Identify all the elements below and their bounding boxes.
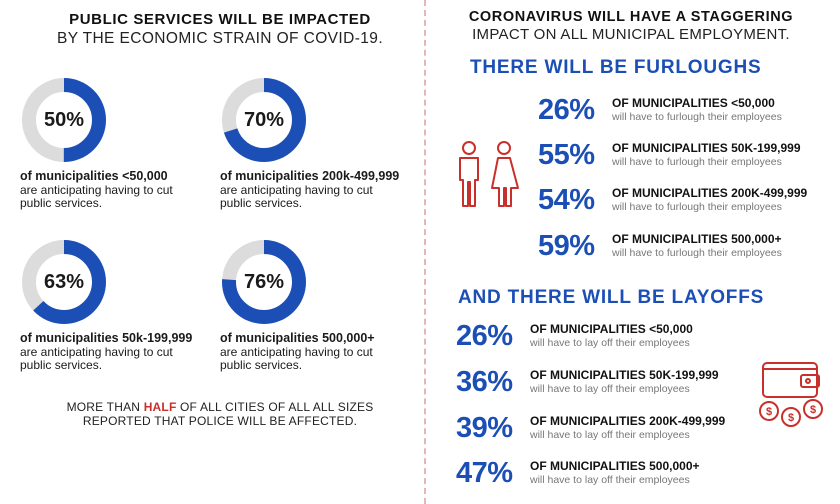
police-note-half: HALF [143, 400, 177, 414]
stat-block-200k-499k: 70% of municipalities 200k-499,999 are a… [220, 76, 420, 211]
layoff-percent: 47% [456, 457, 513, 489]
stat-caption-line2: are anticipating having to cut [220, 344, 373, 359]
layoff-subtext: will have to lay off their employees [530, 429, 690, 441]
layoff-subtext: will have to lay off their employees [530, 383, 690, 395]
furlough-subtext: will have to furlough their employees [612, 247, 782, 259]
furlough-percent: 59% [538, 230, 595, 262]
furlough-subtext: will have to furlough their employees [612, 111, 782, 123]
layoffs-heading: AND THERE WILL BE LAYOFFS [458, 287, 765, 308]
furlough-percent: 55% [538, 139, 595, 171]
stat-caption-line3: public services. [220, 196, 303, 210]
employment-title: CORONAVIRUS WILL HAVE A STAGGERING IMPAC… [436, 8, 826, 44]
stat-caption-line2: are anticipating having to cut [20, 344, 173, 359]
stat-caption-line3: public services. [20, 358, 103, 372]
employment-title-line1: CORONAVIRUS WILL HAVE A STAGGERING [468, 9, 794, 25]
donut-chart: 70% [220, 76, 308, 164]
layoff-label: OF MUNICIPALITIES 200K-499,999 [530, 414, 726, 428]
layoff-label: OF MUNICIPALITIES 50K-199,999 [530, 368, 719, 382]
stat-caption-line3: public services. [220, 358, 303, 372]
donut-percent: 76% [243, 271, 285, 293]
stat-caption: of municipalities <50,000 are anticipati… [20, 169, 220, 211]
donut-percent: 70% [243, 109, 285, 131]
furloughs-heading: THERE WILL BE FURLOUGHS [470, 57, 762, 78]
svg-text:$: $ [766, 406, 772, 418]
stat-caption-line2: are anticipating having to cut [220, 182, 373, 197]
donut-arc [22, 78, 106, 162]
donut-arc [222, 240, 306, 324]
layoff-subtext: will have to lay off their employees [530, 474, 690, 486]
stat-caption-bold: of municipalities 50k-199,999 [20, 331, 193, 345]
stat-caption: of municipalities 500,000+ are anticipat… [220, 331, 420, 373]
public-services-title: PUBLIC SERVICES WILL BE IMPACTED BY THE … [20, 10, 420, 48]
furlough-percent: 26% [538, 94, 595, 126]
layoff-label: OF MUNICIPALITIES 500,000+ [530, 459, 700, 473]
layoff-percent: 39% [456, 412, 513, 444]
layoff-percent: 26% [456, 320, 513, 352]
stat-block-under-50k: 50% of municipalities <50,000 are antici… [20, 76, 220, 211]
people-icon [459, 141, 519, 207]
furlough-label: OF MUNICIPALITIES 500,000+ [612, 232, 782, 246]
police-note-pre: MORE THAN [66, 400, 144, 414]
stat-caption: of municipalities 200k-499,999 are antic… [220, 169, 420, 211]
section-divider [424, 0, 426, 504]
stat-caption-bold: of municipalities <50,000 [20, 169, 168, 183]
furlough-label: OF MUNICIPALITIES 50K-199,999 [612, 141, 801, 155]
wallet-money-icon: $ $ $ [759, 362, 823, 427]
donut-arc [22, 240, 106, 324]
layoff-subtext: will have to lay off their employees [530, 337, 690, 349]
layoff-label: OF MUNICIPALITIES <50,000 [530, 322, 693, 336]
police-note-line2: REPORTED THAT POLICE WILL BE AFFECTED. [82, 414, 358, 428]
public-services-title-line2: BY THE ECONOMIC STRAIN OF COVID-19. [56, 30, 384, 47]
furlough-percent: 54% [538, 184, 595, 216]
stat-caption-bold: of municipalities 200k-499,999 [220, 169, 400, 183]
donut-chart: 76% [220, 238, 308, 326]
furlough-label: OF MUNICIPALITIES <50,000 [612, 96, 775, 110]
donut-percent: 63% [43, 271, 85, 293]
stat-caption-line3: public services. [20, 196, 103, 210]
employment-title-line2: IMPACT ON ALL MUNICIPAL EMPLOYMENT. [472, 26, 790, 43]
svg-text:$: $ [810, 404, 816, 416]
donut-arc [222, 78, 306, 162]
stat-caption-bold: of municipalities 500,000+ [220, 331, 375, 345]
public-services-title-line1: PUBLIC SERVICES WILL BE IMPACTED [69, 11, 371, 28]
police-note-post: OF ALL CITIES OF ALL ALL SIZES [176, 400, 374, 414]
furlough-label: OF MUNICIPALITIES 200K-499,999 [612, 186, 808, 200]
police-note-line1: MORE THAN HALF OF ALL CITIES OF ALL ALL … [20, 400, 420, 414]
stat-block-500k-plus: 76% of municipalities 500,000+ are antic… [220, 238, 420, 373]
donut-chart: 63% [20, 238, 108, 326]
stat-block-50k-199k: 63% of municipalities 50k-199,999 are an… [20, 238, 220, 373]
stat-caption: of municipalities 50k-199,999 are antici… [20, 331, 220, 373]
donut-percent: 50% [43, 109, 85, 131]
donut-chart: 50% [20, 76, 108, 164]
furlough-subtext: will have to furlough their employees [612, 201, 782, 213]
layoff-percent: 36% [456, 366, 513, 398]
stat-caption-line2: are anticipating having to cut [20, 182, 173, 197]
furlough-subtext: will have to furlough their employees [612, 156, 782, 168]
svg-text:$: $ [788, 412, 794, 424]
police-note: MORE THAN HALF OF ALL CITIES OF ALL ALL … [20, 400, 420, 428]
